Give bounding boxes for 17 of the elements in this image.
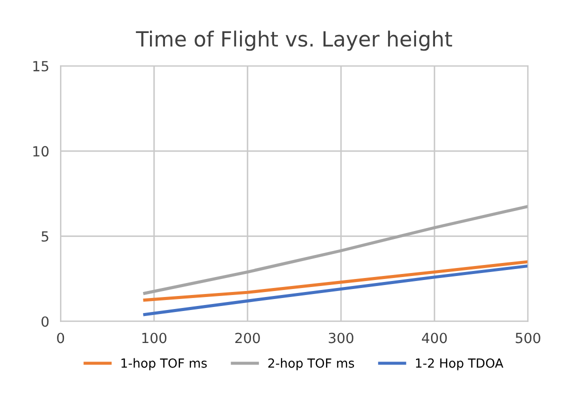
- x-tick-label: 100: [142, 332, 166, 344]
- y-tick-label: 10: [33, 146, 49, 157]
- line-series: [143, 264, 528, 316]
- x-tick-label: 500: [516, 332, 540, 344]
- y-tick-label: 5: [42, 231, 48, 242]
- line-series: [143, 260, 528, 302]
- x-tick-label: 400: [422, 332, 447, 344]
- chart-title: Time of Flight vs. Layer height: [136, 30, 452, 51]
- line-series: [143, 204, 528, 295]
- legend-label: 1-2 Hop TDOA: [416, 358, 504, 370]
- legend-label: 2-hop TOF ms: [268, 358, 354, 370]
- legend-label: 1-hop TOF ms: [121, 358, 207, 370]
- x-tick-label: 0: [57, 332, 64, 344]
- y-tick-label: 0: [42, 316, 49, 327]
- y-tick-label: 15: [33, 61, 48, 72]
- x-tick-label: 300: [328, 332, 354, 344]
- x-tick-label: 200: [235, 332, 260, 344]
